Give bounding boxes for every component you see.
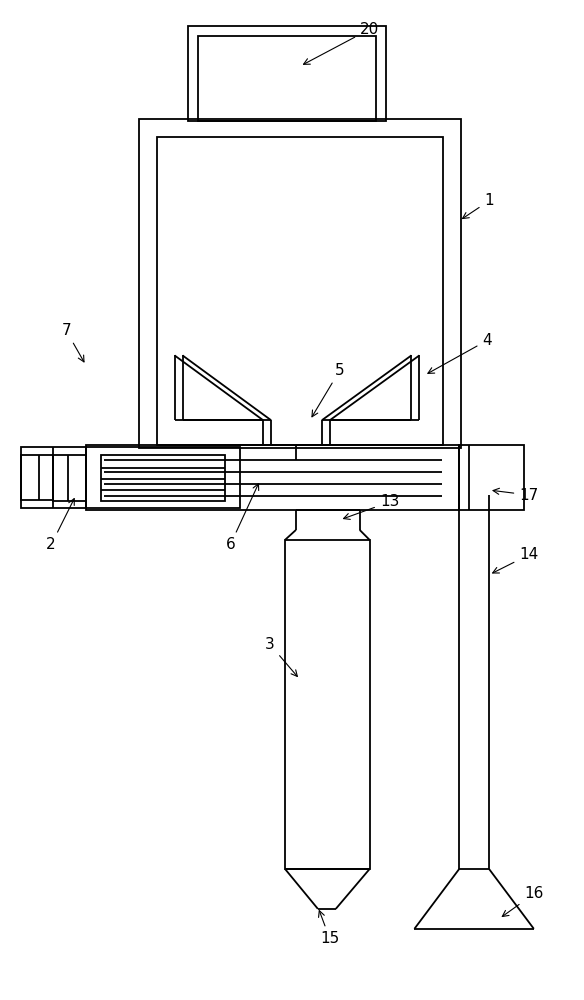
Text: 6: 6 (225, 484, 259, 552)
Text: 2: 2 (46, 499, 74, 552)
Text: 1: 1 (463, 193, 494, 219)
Text: 4: 4 (428, 333, 492, 373)
Text: 15: 15 (318, 911, 339, 946)
Bar (21, 455, 53, 500)
Bar (53, 455, 86, 501)
Bar (139, 119, 461, 448)
Text: 3: 3 (265, 637, 297, 676)
Bar (157, 137, 443, 445)
Text: 13: 13 (343, 494, 399, 519)
Text: 16: 16 (502, 886, 544, 916)
Text: 7: 7 (61, 323, 84, 362)
Text: 17: 17 (493, 488, 538, 503)
Text: 14: 14 (493, 547, 538, 573)
Bar (21, 447, 86, 508)
Bar (86, 447, 240, 508)
Bar (459, 445, 524, 510)
Text: 20: 20 (304, 22, 379, 64)
Bar (285, 540, 370, 869)
Text: 5: 5 (312, 363, 345, 417)
Bar (189, 26, 385, 121)
Bar (199, 36, 376, 121)
Bar (101, 455, 225, 501)
Bar (86, 445, 459, 510)
